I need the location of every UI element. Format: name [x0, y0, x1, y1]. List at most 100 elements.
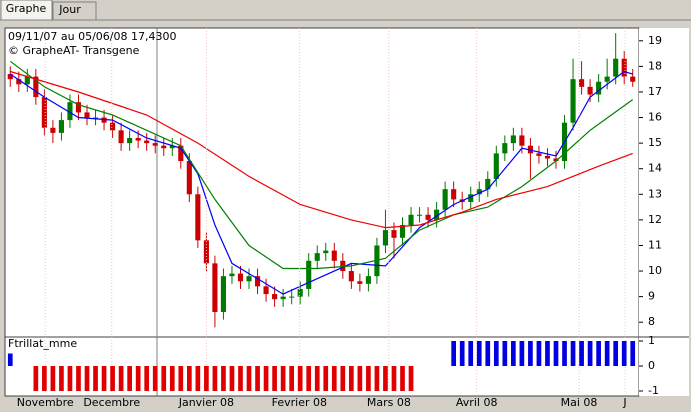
y-tick-label: 12: [648, 213, 662, 226]
candle-body: [101, 117, 107, 123]
y-tick-label: 1: [648, 334, 655, 347]
chart-title: 09/11/07 au 05/06/08 17,4300: [8, 30, 177, 43]
x-tick-label: Novembre: [17, 396, 74, 409]
candle-body: [118, 130, 124, 144]
indicator-bar: [229, 366, 235, 391]
candle-body: [613, 58, 619, 77]
candle-body: [169, 145, 175, 149]
indicator-bar: [67, 366, 73, 391]
indicator-bar: [76, 366, 81, 391]
candle-body: [203, 240, 209, 264]
candle-body: [229, 273, 235, 277]
candle-body: [297, 288, 303, 297]
candle-body: [272, 294, 278, 300]
y-tick-label: 13: [648, 187, 662, 200]
candle-body: [408, 214, 414, 225]
candle-body: [510, 135, 516, 144]
candle-body: [331, 250, 337, 261]
indicator-bar: [212, 366, 218, 391]
candle-body: [425, 214, 431, 220]
indicator-bar: [476, 341, 482, 366]
candle-body: [442, 189, 448, 210]
candle-body: [212, 263, 218, 312]
chart-subtitle: © GrapheAT- Transgene: [8, 44, 140, 57]
candle-body: [348, 271, 354, 282]
indicator-bar: [33, 366, 39, 391]
candle-body: [451, 189, 457, 200]
indicator-bar: [451, 341, 457, 366]
candle-body: [544, 155, 551, 159]
indicator-bar: [511, 341, 516, 366]
candle-body: [75, 102, 82, 113]
candle-body: [365, 276, 371, 284]
indicator-bar: [7, 353, 13, 366]
candle-body: [84, 112, 90, 118]
candle-body: [24, 76, 30, 85]
indicator-bar: [331, 366, 337, 391]
indicator-bar: [383, 366, 388, 391]
indicator-bar: [50, 366, 56, 391]
candle-body: [263, 286, 269, 295]
candle-body: [306, 260, 312, 289]
indicator-bar: [366, 366, 371, 391]
indicator-bar: [621, 341, 627, 366]
y-tick-label: 10: [648, 264, 662, 277]
candle-body: [476, 189, 482, 195]
indicator-bar: [468, 341, 474, 366]
plot-area: [4, 27, 640, 397]
indicator-bar: [178, 366, 184, 391]
candle-body: [67, 102, 73, 121]
candle-body: [33, 76, 39, 98]
y-tick-label: 16: [648, 111, 662, 124]
indicator-bar: [297, 366, 303, 391]
candle-body: [186, 161, 192, 195]
indicator-bar: [348, 366, 354, 391]
candle-body: [391, 230, 397, 238]
candle-body: [399, 224, 406, 238]
y-tick-label: 18: [648, 59, 662, 72]
candle-body: [144, 140, 150, 144]
candle-body: [340, 260, 346, 272]
indicator-bar: [323, 366, 329, 391]
tab-label[interactable]: Jour: [58, 3, 81, 16]
indicator-bar: [553, 341, 559, 366]
candle-body: [596, 81, 602, 95]
x-tick-label: Decembre: [83, 396, 140, 409]
candle-body: [323, 250, 329, 254]
candle-body: [41, 97, 47, 128]
candle-body: [127, 138, 133, 144]
candle-body: [502, 143, 508, 154]
indicator-bar: [118, 366, 124, 391]
indicator-bar: [536, 341, 542, 366]
tab-label[interactable]: Graphe: [6, 2, 47, 15]
candle-body: [587, 86, 593, 95]
indicator-bar: [238, 366, 243, 391]
candle-body: [493, 153, 499, 179]
candle-body: [50, 127, 56, 133]
indicator-bar: [570, 341, 576, 366]
moving-average: [9, 60, 634, 270]
indicator-bar: [459, 341, 465, 366]
indicator-bar: [272, 366, 277, 391]
indicator-bar: [280, 366, 286, 391]
indicator-bar: [374, 366, 380, 391]
indicator-bar: [186, 366, 192, 391]
candle-body: [579, 79, 585, 87]
candle-body: [135, 138, 141, 141]
candle-body: [195, 194, 201, 241]
moving-average: [9, 70, 633, 295]
indicator-bar: [587, 341, 593, 366]
x-tick-label: Mai 08: [561, 396, 598, 409]
indicator-bar: [314, 366, 320, 391]
indicator-bar: [127, 366, 132, 391]
candle-body: [570, 79, 576, 123]
indicator-bar: [408, 366, 414, 391]
candle-body: [519, 135, 525, 146]
indicator-bar: [255, 366, 260, 391]
indicator-bar: [93, 366, 98, 391]
x-tick-label: Fevrier 08: [272, 396, 327, 409]
indicator-bar: [263, 366, 269, 391]
y-tick-label: 9: [648, 290, 655, 303]
